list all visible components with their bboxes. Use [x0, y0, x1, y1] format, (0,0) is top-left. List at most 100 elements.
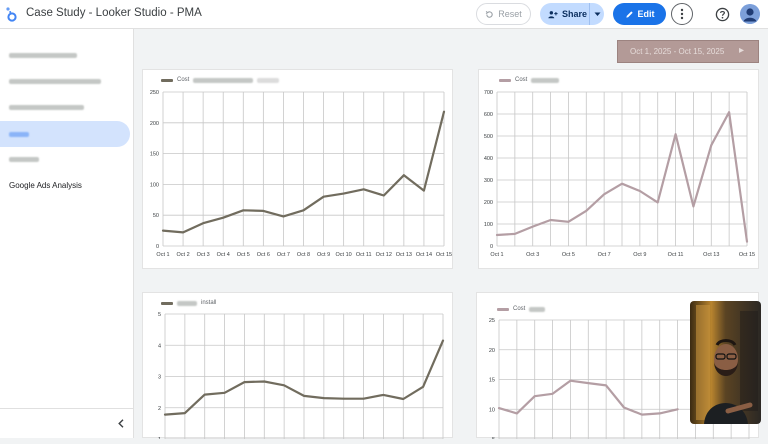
blurred-page-name [9, 156, 39, 162]
blurred-page-name [9, 131, 29, 137]
more-options-button[interactable] [671, 3, 693, 25]
data-point [587, 382, 590, 384]
page-item-5[interactable] [0, 146, 130, 172]
page-item-1[interactable] [0, 42, 130, 68]
x-tick-label: Oct 1 [490, 252, 503, 258]
report-title[interactable]: Case Study - Looker Studio - PMA [26, 7, 202, 19]
legend-swatch [499, 78, 511, 82]
data-point [243, 381, 246, 384]
legend-swatch [161, 78, 173, 82]
data-point [322, 195, 325, 198]
data-point [621, 182, 623, 185]
collapse-sidebar-button[interactable] [114, 416, 128, 430]
x-tick-label: Oct 4 [217, 252, 230, 258]
chart-card-2[interactable]: Cost 0 100 200 300 400 500 600 700 Oct 1 Oct 3 Oct… [478, 69, 759, 269]
data-point [283, 384, 286, 387]
x-tick-label: Oct 7 [277, 252, 290, 258]
line-chart-2: 0 100 200 300 400 500 600 700 Oct 1 Oct 3 Oct 5 Oct… [484, 90, 755, 258]
y-tick-label: 400 [484, 156, 493, 162]
x-tick-label: Oct 8 [297, 252, 310, 258]
data-point [342, 397, 345, 400]
chevron-left-icon [118, 418, 124, 428]
share-menu-button[interactable] [590, 12, 604, 17]
page-item-google-ads-analysis[interactable]: Google Ads Analysis [0, 172, 130, 198]
webcam-overlay [690, 301, 761, 424]
y-tick-label: 300 [484, 178, 493, 184]
y-tick-label: 200 [150, 121, 159, 127]
x-tick-label: Oct 14 [416, 252, 432, 258]
page-item-3[interactable] [0, 94, 130, 120]
data-point [569, 379, 572, 382]
chart-card-3[interactable]: install 1 2 3 4 5 [142, 292, 453, 443]
data-point [443, 110, 445, 113]
data-point [513, 233, 516, 235]
blurred-legend-text [193, 77, 254, 83]
add-person-icon [548, 10, 558, 18]
share-button[interactable]: Share [540, 3, 590, 25]
x-tick-label: Oct 15 [739, 252, 755, 258]
y-tick-label: 100 [484, 222, 493, 228]
data-point [623, 406, 625, 409]
data-point [658, 412, 661, 415]
line-chart-3: 1 2 3 4 5 [158, 312, 445, 443]
data-point [183, 412, 186, 414]
y-tick-label: 200 [484, 200, 493, 206]
help-button[interactable] [713, 5, 731, 23]
data-point [442, 339, 444, 342]
data-point [531, 225, 534, 228]
reset-button[interactable]: Reset [476, 3, 531, 25]
data-point [692, 205, 695, 208]
data-point [674, 133, 677, 136]
x-tick-label: Oct 3 [526, 252, 539, 258]
x-tick-label: Oct 1 [156, 252, 169, 258]
x-tick-label: Oct 5 [237, 252, 250, 258]
looker-studio-logo-icon[interactable] [5, 6, 17, 22]
x-tick-label: Oct 13 [703, 252, 719, 258]
caret-down-icon [594, 12, 600, 16]
page-item-4-active[interactable] [0, 121, 130, 147]
blurred-page-name [9, 52, 77, 58]
y-tick-label: 20 [489, 348, 495, 354]
y-tick-label: 250 [150, 90, 159, 96]
date-range-control[interactable]: Oct 1, 2025 - Oct 15, 2025 ▸ [617, 40, 759, 63]
x-tick-label: Oct 13 [396, 252, 412, 258]
x-tick-label: Oct 5 [562, 252, 575, 258]
y-tick-label: 150 [150, 152, 159, 158]
data-point [549, 219, 552, 221]
share-button-group: Share [540, 3, 604, 25]
y-tick-label: 500 [484, 134, 493, 140]
page-item-2[interactable] [0, 68, 130, 94]
edit-label: Edit [637, 9, 655, 19]
page-label: Google Ads Analysis [9, 180, 82, 190]
x-tick-label: Oct 9 [317, 252, 330, 258]
chart-card-1[interactable]: Cost 0 50 100 150 200 250 Oct 1 Oct 2 Oct 3 Oct 4… [142, 69, 453, 269]
x-tick-label: Oct 6 [257, 252, 270, 258]
data-point [402, 174, 405, 177]
data-point [164, 413, 166, 416]
data-point [638, 190, 641, 192]
y-tick-label: 5 [492, 437, 495, 439]
data-point [605, 384, 608, 387]
blurred-page-name [9, 104, 84, 110]
data-point [567, 220, 570, 223]
x-tick-label: Oct 15 [436, 252, 452, 258]
account-avatar[interactable] [740, 4, 760, 24]
data-point [303, 394, 305, 397]
data-point [746, 240, 748, 243]
chart-legend: Cost [161, 77, 280, 83]
data-point [402, 398, 405, 400]
reset-icon [485, 10, 493, 18]
data-point [162, 229, 164, 232]
x-tick-label: Oct 11 [668, 252, 684, 258]
x-tick-label: Oct 12 [376, 252, 392, 258]
y-tick-label: 700 [484, 90, 493, 96]
y-tick-label: 25 [489, 318, 495, 324]
more-vert-icon [680, 8, 684, 20]
pencil-icon [625, 10, 633, 18]
edit-button[interactable]: Edit [613, 3, 666, 25]
data-point [676, 408, 679, 411]
dropdown-arrow-icon: ▸ [738, 45, 744, 56]
data-point [222, 216, 225, 219]
data-point [203, 393, 206, 396]
share-label: Share [562, 9, 588, 19]
